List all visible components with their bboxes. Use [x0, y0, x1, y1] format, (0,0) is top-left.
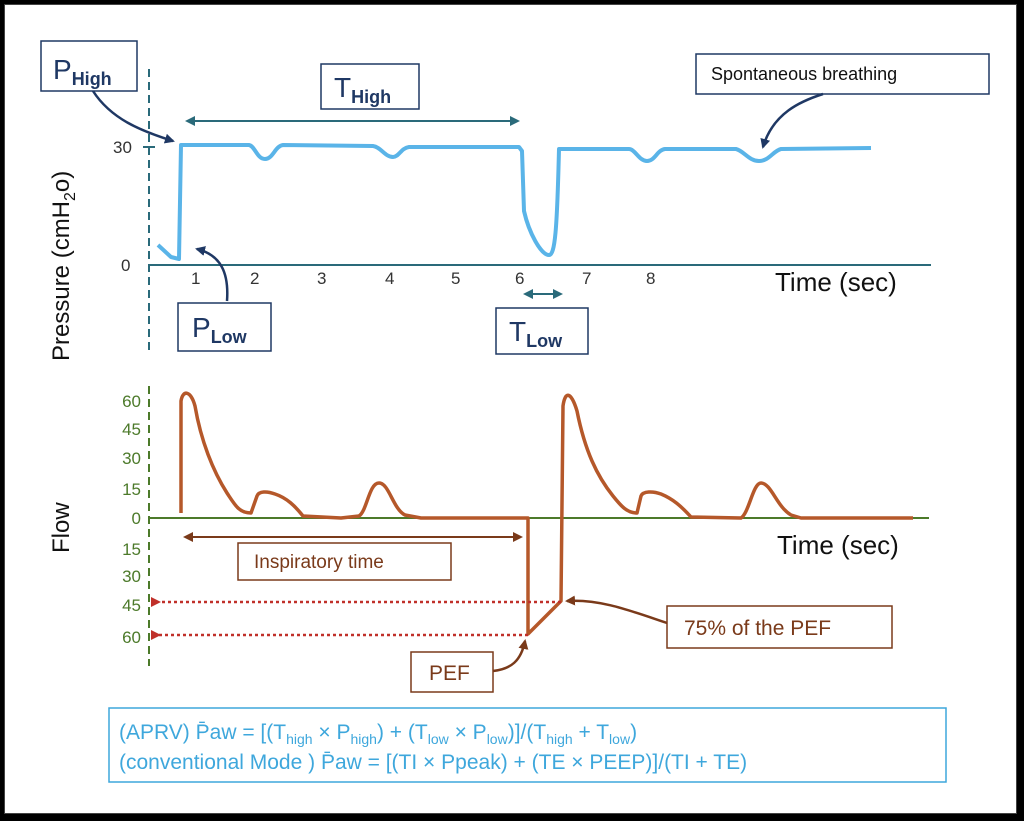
pressure-ytick-30: 30 [113, 138, 132, 157]
pef75-arrow [565, 595, 668, 625]
pef-box [410, 651, 494, 693]
flow-ytick-neg45: 45 [122, 596, 141, 615]
p-high-label: PHigh [53, 54, 112, 89]
pressure-x-axis-label: Time (sec) [775, 267, 897, 297]
pressure-xtick-8: 8 [646, 269, 655, 288]
pressure-y-axis-label: Pressure (cmH2o) [48, 171, 79, 361]
pressure-xtick-4: 4 [385, 269, 394, 288]
flow-y-axis-label: Flow [48, 502, 75, 553]
t-high-label: THigh [334, 72, 391, 107]
flow-ytick-45: 45 [122, 420, 141, 439]
pressure-xtick-3: 3 [317, 269, 326, 288]
pef-arrow [492, 639, 529, 673]
formula-box [108, 707, 947, 783]
p-high-arrow [91, 90, 175, 144]
flow-ytick-60: 60 [122, 392, 141, 411]
pressure-xtick-5: 5 [451, 269, 460, 288]
p-high-box [40, 40, 138, 92]
p-low-box [177, 302, 272, 352]
flow-ytick-30: 30 [122, 449, 141, 468]
pressure-xtick-7: 7 [582, 269, 591, 288]
t-high-box [320, 63, 420, 110]
pressure-waveform [156, 143, 872, 261]
spontaneous-label: Spontaneous breathing [711, 64, 897, 84]
pressure-xtick-6: 6 [515, 269, 524, 288]
inspiratory-label: Inspiratory time [254, 552, 384, 573]
flow-ytick-0: 0 [132, 509, 141, 528]
t-low-box [495, 307, 589, 355]
formula-aprv: (APRV) P̄aw = [(Thigh × Phigh) + (Tlow ×… [119, 721, 637, 747]
pef75-box [666, 605, 893, 649]
pressure-xtick-2: 2 [250, 269, 259, 288]
figure-frame: 30 0 Pressure (cmH2o) 1 2 3 4 5 6 7 8 Ti… [4, 4, 1017, 814]
inspiratory-box [237, 542, 452, 581]
p-low-label: PLow [192, 312, 248, 347]
pressure-ytick-0: 0 [121, 256, 130, 275]
flow-ytick-neg60: 60 [122, 628, 141, 647]
pef75-label: 75% of the PEF [684, 617, 831, 640]
pressure-xticks: 1 2 3 4 5 6 7 8 [191, 269, 655, 288]
flow-ytick-15: 15 [122, 480, 141, 499]
aprv-diagram: 30 0 Pressure (cmH2o) 1 2 3 4 5 6 7 8 Ti… [40, 40, 990, 783]
flow-x-axis-label: Time (sec) [777, 530, 899, 560]
spontaneous-arrow [760, 92, 824, 149]
pef-label: PEF [429, 662, 470, 685]
spontaneous-box [695, 53, 990, 95]
formula-conventional: (conventional Mode ) P̄aw = [(TI × Ppeak… [119, 751, 747, 774]
flow-yticks: 60 45 30 15 0 15 30 45 60 [122, 392, 141, 647]
flow-ytick-neg15: 15 [122, 540, 141, 559]
flow-waveform [179, 391, 913, 636]
pressure-xtick-1: 1 [191, 269, 200, 288]
t-low-label: TLow [509, 316, 563, 351]
flow-ytick-neg30: 30 [122, 567, 141, 586]
p-low-arrow [195, 246, 229, 302]
